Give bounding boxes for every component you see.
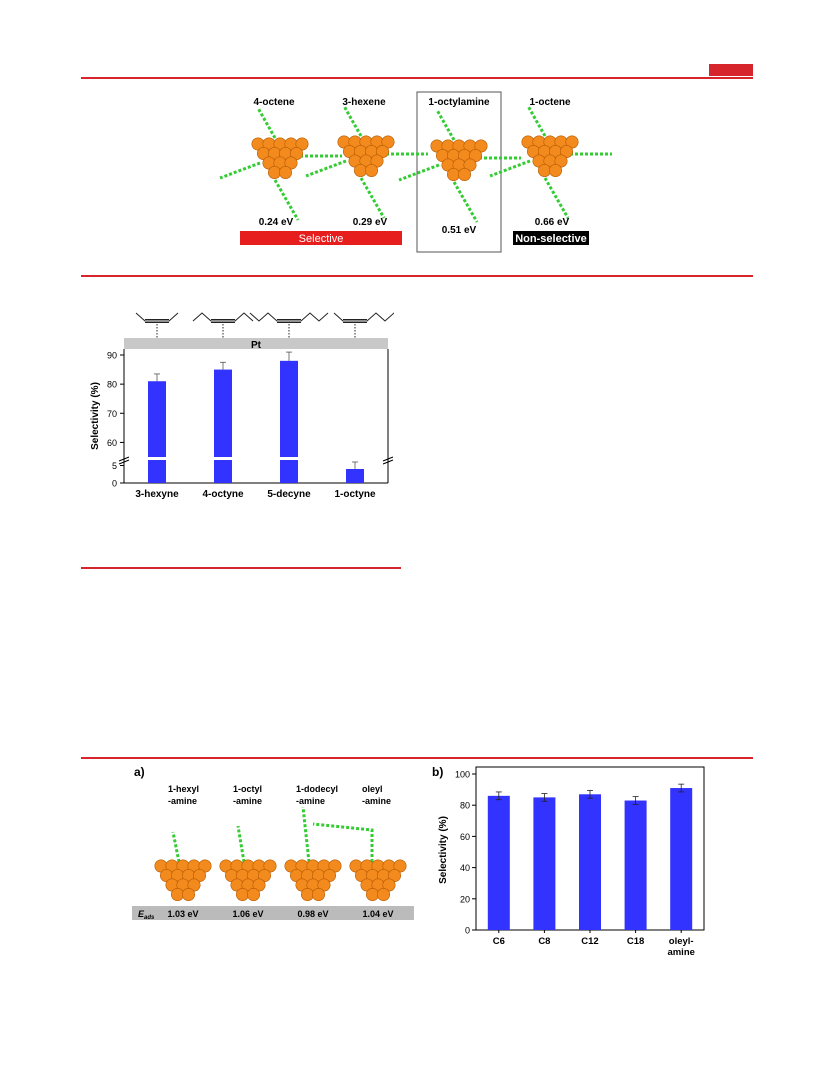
- y-tick-label: 70: [107, 409, 117, 419]
- x-tick-label: oleyl-: [669, 936, 694, 947]
- x-tick-label: 3-hexyne: [135, 489, 179, 500]
- y-tick-label: 80: [107, 380, 117, 390]
- bar-4-octyne: [214, 369, 232, 483]
- bar-2: [533, 797, 556, 930]
- panel-a-label: a): [134, 765, 145, 779]
- x-tick-label: C12: [581, 936, 598, 947]
- ligand-1-line1: 1-hexyl: [168, 784, 199, 794]
- energy-label-3: 0.51 eV: [442, 225, 477, 236]
- selective-band: [240, 231, 402, 245]
- y-tick-label: 0: [112, 479, 117, 489]
- molecule-label-2: 3-hexene: [342, 97, 386, 108]
- y-tick-label: 5: [112, 461, 117, 471]
- molecule-label-4: 1-octene: [529, 97, 571, 108]
- rule-3: [81, 567, 401, 569]
- bar-3-hexyne: [148, 381, 166, 483]
- y-tick-label: 80: [460, 801, 470, 811]
- eads-band: [132, 906, 414, 920]
- figure3a-ligands: a) 1-hexyl -amine 1-octyl -amine 1-dodec…: [132, 765, 414, 921]
- x-tick-label: 5-decyne: [267, 489, 311, 500]
- amine-nanoparticle-1: [154, 831, 212, 902]
- figure2-alkyne-chart: Pt 3-hexyne 4-octyne 5-decyne 1-octyne 90 80…: [90, 312, 394, 500]
- y-tick-label: 100: [455, 770, 470, 780]
- axis-break-right-2: [382, 459, 394, 465]
- axis-break-right: [382, 456, 394, 462]
- y-tick-label: 90: [107, 351, 117, 361]
- ligand-4-line1: oleyl: [362, 784, 383, 794]
- figure3b-chart: b) 0 20 40 60 80 100 C6 C8 C12 C18 oleyl-amine Sel…: [432, 765, 705, 958]
- bar-1-octyne: [346, 469, 364, 483]
- molecule-label-3: 1-octylamine: [428, 97, 490, 108]
- axis-break-left-2: [118, 459, 130, 465]
- bar-5: [670, 788, 693, 930]
- y-tick-label: 60: [460, 832, 470, 842]
- bar-3: [579, 794, 601, 930]
- nonselective-band: [513, 231, 589, 245]
- y-tick-label: 60: [107, 438, 117, 448]
- corner-tab: [709, 64, 753, 76]
- eads-value-2: 1.06 eV: [232, 909, 263, 919]
- axis-break-left: [118, 456, 130, 462]
- energy-label-2: 0.29 eV: [353, 217, 388, 228]
- y-tick-label: 20: [460, 894, 470, 904]
- ligand-2-line1: 1-octyl: [233, 784, 262, 794]
- alkyne-structure: [135, 312, 179, 322]
- amine-nanoparticle-3: [284, 806, 342, 902]
- ligand-3-line2: -amine: [296, 796, 325, 806]
- eads-value-3: 0.98 eV: [297, 909, 328, 919]
- molecule-label-1: 4-octene: [253, 97, 295, 108]
- pt-surface: [124, 338, 388, 349]
- x-tick-label: amine: [667, 947, 694, 958]
- bar-break-gap: [279, 457, 299, 460]
- top-rule: [81, 77, 753, 79]
- alkyne-structure: [249, 312, 329, 322]
- nanoparticle-model-2: [305, 105, 428, 219]
- bar-break-gap: [213, 457, 233, 460]
- x-tick-label: 4-octyne: [202, 489, 244, 500]
- alkyne-structure: [333, 312, 394, 322]
- ligand-3-line1: 1-dodecyl: [296, 784, 338, 794]
- nanoparticle-model-3: [398, 109, 521, 223]
- y-tick-label: 0: [465, 926, 470, 936]
- ligand-1-line2: -amine: [168, 796, 197, 806]
- selective-label: Selective: [299, 233, 344, 245]
- x-tick-label: 1-octyne: [334, 489, 376, 500]
- ligand-2-line2: -amine: [233, 796, 262, 806]
- rule-4: [81, 757, 753, 759]
- eads-label: Eads: [138, 909, 155, 921]
- panel-b-label: b): [432, 765, 443, 779]
- y-axis-label: Selectivity (%): [90, 382, 101, 450]
- x-tick-label: C18: [627, 936, 644, 947]
- amine-nanoparticle-2: [219, 825, 277, 902]
- ligand-4-line2: -amine: [362, 796, 391, 806]
- nonselective-label: Non-selective: [515, 233, 587, 245]
- pt-label: Pt: [251, 340, 262, 351]
- y-axis-label-b: Selectivity (%): [438, 816, 449, 884]
- bar-break-gap: [147, 457, 167, 460]
- energy-label-4: 0.66 eV: [535, 217, 570, 228]
- amine-nanoparticle-4: [312, 822, 407, 902]
- energy-label-1: 0.24 eV: [259, 217, 294, 228]
- bar-5-decyne: [280, 360, 298, 483]
- x-tick-label: C6: [493, 936, 505, 947]
- eads-value-4: 1.04 eV: [362, 909, 393, 919]
- bar-4: [624, 800, 647, 930]
- eads-value-1: 1.03 eV: [167, 909, 198, 919]
- nanoparticle-model-4: [489, 105, 612, 219]
- alkyne-structure: [192, 312, 254, 322]
- figure1-adsorption: 4-octene 3-hexene 1-octylamine 1-octene …: [219, 91, 612, 253]
- bar-1: [487, 795, 510, 930]
- nanoparticle-model-1: [219, 107, 342, 221]
- x-tick-label: C8: [538, 936, 550, 947]
- y-tick-label: 40: [460, 863, 470, 873]
- rule-2: [81, 275, 753, 277]
